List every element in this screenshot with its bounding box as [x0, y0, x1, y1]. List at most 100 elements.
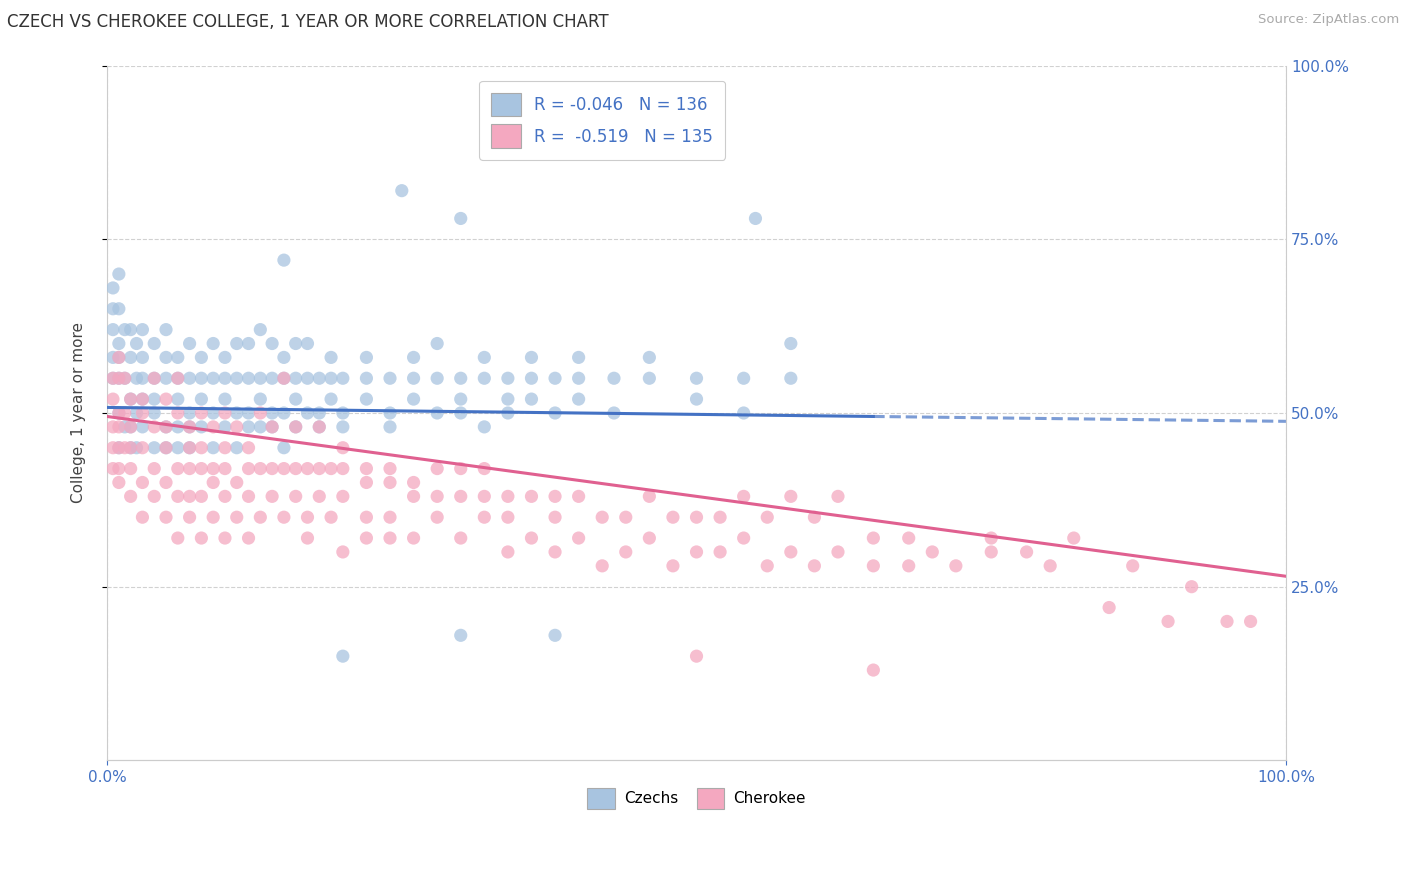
Point — [262, 461, 284, 475]
Point — [273, 371, 295, 385]
Point — [472, 371, 495, 385]
Point — [297, 531, 319, 545]
Point — [638, 489, 661, 503]
Point — [544, 406, 567, 420]
Point — [238, 531, 260, 545]
Point — [319, 510, 342, 524]
Point — [332, 461, 354, 475]
Point — [568, 351, 591, 365]
Point — [685, 392, 707, 406]
Point — [190, 461, 212, 475]
Point — [249, 323, 271, 337]
Point — [638, 371, 661, 385]
Point — [308, 371, 330, 385]
Point — [143, 336, 166, 351]
Point — [214, 461, 236, 475]
Point — [166, 441, 188, 455]
Point — [166, 420, 188, 434]
Point — [356, 351, 378, 365]
Point — [101, 371, 124, 385]
Point — [143, 420, 166, 434]
Point — [378, 531, 401, 545]
Point — [238, 420, 260, 434]
Point — [709, 545, 731, 559]
Point — [131, 510, 153, 524]
Point — [862, 531, 884, 545]
Point — [356, 510, 378, 524]
Point — [308, 420, 330, 434]
Point — [862, 558, 884, 573]
Point — [108, 351, 131, 365]
Text: CZECH VS CHEROKEE COLLEGE, 1 YEAR OR MORE CORRELATION CHART: CZECH VS CHEROKEE COLLEGE, 1 YEAR OR MOR… — [7, 13, 609, 31]
Point — [980, 545, 1002, 559]
Point — [273, 371, 295, 385]
Point — [108, 461, 131, 475]
Point — [143, 371, 166, 385]
Point — [214, 420, 236, 434]
Point — [614, 510, 637, 524]
Point — [262, 336, 284, 351]
Point — [402, 489, 425, 503]
Point — [108, 336, 131, 351]
Point — [179, 441, 201, 455]
Point — [214, 351, 236, 365]
Point — [101, 392, 124, 406]
Point — [190, 406, 212, 420]
Point — [273, 461, 295, 475]
Point — [101, 281, 124, 295]
Point — [143, 461, 166, 475]
Point — [426, 336, 449, 351]
Point — [166, 392, 188, 406]
Point — [101, 351, 124, 365]
Point — [202, 510, 225, 524]
Point — [520, 392, 543, 406]
Point — [603, 371, 626, 385]
Point — [332, 489, 354, 503]
Point — [450, 461, 472, 475]
Point — [520, 351, 543, 365]
Point — [225, 336, 247, 351]
Point — [125, 406, 148, 420]
Point — [190, 371, 212, 385]
Point — [897, 558, 920, 573]
Point — [155, 441, 177, 455]
Point — [803, 510, 825, 524]
Point — [214, 441, 236, 455]
Point — [450, 211, 472, 226]
Point — [332, 649, 354, 664]
Point — [426, 406, 449, 420]
Point — [155, 323, 177, 337]
Point — [284, 420, 307, 434]
Point — [143, 489, 166, 503]
Point — [402, 531, 425, 545]
Point — [108, 406, 131, 420]
Point — [273, 253, 295, 268]
Point — [155, 371, 177, 385]
Point — [238, 371, 260, 385]
Point — [108, 371, 131, 385]
Point — [603, 406, 626, 420]
Point — [108, 441, 131, 455]
Point — [1063, 531, 1085, 545]
Point — [544, 371, 567, 385]
Point — [273, 406, 295, 420]
Point — [472, 510, 495, 524]
Point — [591, 510, 613, 524]
Point — [614, 545, 637, 559]
Point — [297, 336, 319, 351]
Point — [238, 461, 260, 475]
Point — [319, 351, 342, 365]
Point — [114, 371, 136, 385]
Point — [308, 406, 330, 420]
Point — [249, 510, 271, 524]
Point — [166, 531, 188, 545]
Point — [179, 420, 201, 434]
Point — [202, 336, 225, 351]
Point — [120, 441, 142, 455]
Point — [496, 489, 519, 503]
Point — [284, 489, 307, 503]
Point — [143, 406, 166, 420]
Point — [779, 489, 801, 503]
Point — [249, 392, 271, 406]
Point — [332, 545, 354, 559]
